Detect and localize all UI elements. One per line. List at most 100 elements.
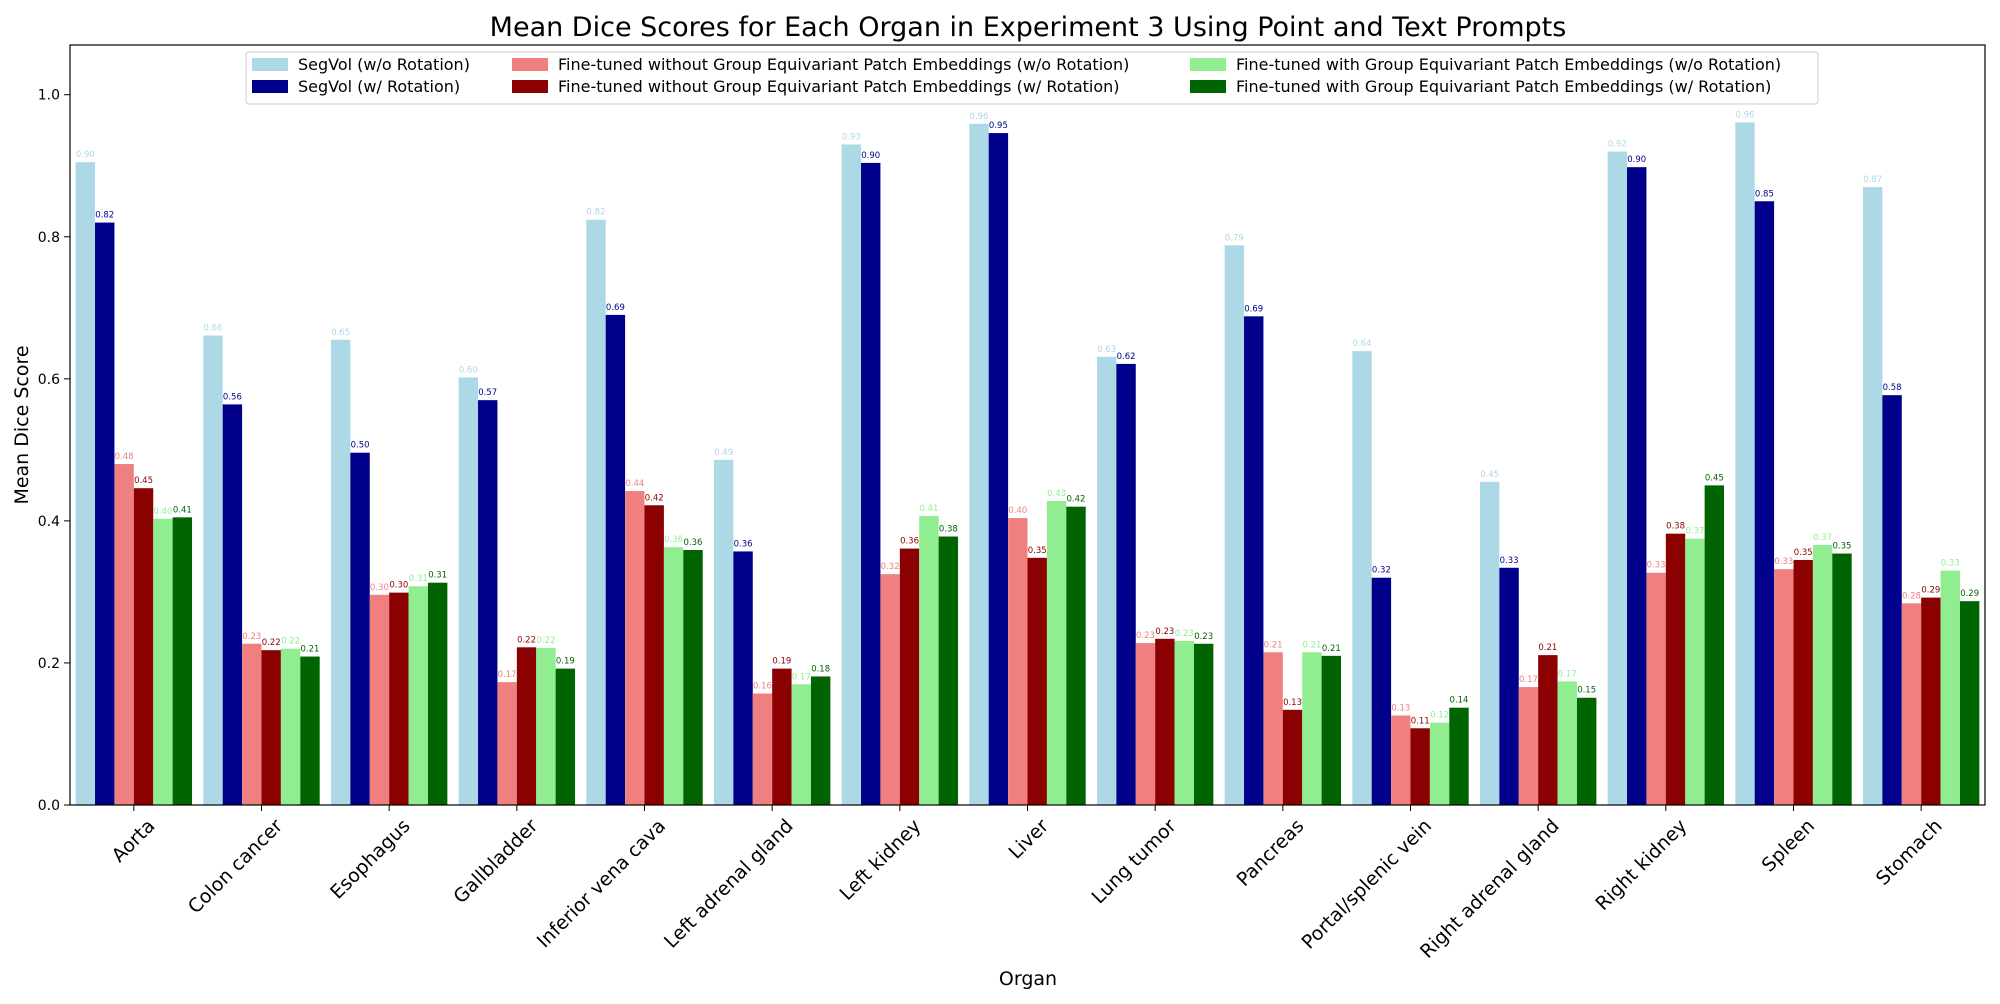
bar: [516, 647, 537, 805]
y-axis: 0.0 0.2 0.4 0.6 0.8 1.0: [38, 88, 70, 814]
bar-value-label: 0.96: [970, 112, 989, 122]
bar-value-label: 0.33: [1500, 556, 1519, 566]
bar: [1735, 122, 1755, 806]
bar-value-label: 0.36: [900, 537, 919, 547]
bar: [1391, 715, 1411, 805]
legend-label: Fine-tuned without Group Equivariant Pat…: [558, 55, 1129, 74]
bar-value-label: 0.21: [301, 645, 320, 655]
bar: [1538, 655, 1558, 805]
bar-value-label: 0.92: [1608, 140, 1627, 150]
legend-swatch: [1190, 58, 1226, 71]
bar: [1685, 538, 1705, 805]
bar-value-label: 0.23: [1155, 627, 1174, 637]
bar: [242, 643, 262, 805]
bar-value-label: 0.21: [1302, 640, 1321, 650]
bar: [133, 488, 154, 805]
bar-value-label: 0.36: [734, 539, 753, 549]
bar-value-label: 0.37: [1813, 533, 1832, 543]
bar: [427, 582, 448, 805]
legend-swatch: [252, 58, 288, 71]
bar: [899, 548, 920, 805]
legend-label: Fine-tuned with Group Equivariant Patch …: [1236, 77, 1771, 96]
bar-value-label: 0.29: [1921, 586, 1940, 596]
bar-value-label: 0.37: [1685, 527, 1704, 537]
bar: [586, 219, 606, 805]
bar-value-label: 0.15: [1577, 686, 1596, 696]
bar: [1193, 643, 1214, 805]
bar: [713, 459, 734, 805]
bar-value-label: 0.90: [76, 150, 95, 160]
bar: [1793, 559, 1813, 805]
bar-value-label: 0.64: [1353, 339, 1372, 349]
y-tick-label: 0.0: [38, 798, 60, 814]
y-tick-label: 0.4: [38, 514, 60, 530]
bar: [1410, 728, 1430, 805]
bar-value-label: 0.23: [1175, 629, 1194, 639]
bar: [1921, 597, 1941, 805]
bar-value-label: 0.90: [1627, 155, 1646, 165]
bar-value-label: 0.22: [536, 636, 555, 646]
plot-frame: [69, 44, 1986, 806]
bar: [1774, 569, 1794, 805]
bar: [1135, 643, 1156, 805]
bar: [1557, 681, 1577, 805]
bar: [791, 684, 811, 805]
bar: [203, 335, 223, 805]
bar: [938, 536, 959, 805]
bar: [1499, 567, 1519, 805]
bar-value-label: 0.85: [1755, 189, 1774, 199]
bar: [389, 592, 409, 805]
bar-value-label: 0.49: [714, 448, 733, 458]
bar-value-label: 0.45: [1480, 470, 1499, 480]
bar-value-label: 0.31: [409, 574, 428, 584]
bar: [75, 162, 96, 805]
bar: [153, 518, 173, 805]
bar-value-label: 0.63: [1097, 345, 1116, 355]
bar-value-label: 0.82: [95, 211, 114, 221]
bar: [1321, 655, 1342, 805]
bar-value-label: 0.18: [811, 664, 830, 674]
bar: [1882, 395, 1902, 805]
bar-value-label: 0.35: [1794, 548, 1813, 558]
bar-value-label: 0.41: [919, 504, 938, 514]
bar: [114, 464, 134, 805]
bar-value-label: 0.38: [1666, 522, 1685, 532]
bar-value-label: 0.87: [1863, 175, 1882, 185]
bar-value-label: 0.40: [1008, 506, 1027, 516]
bar-value-label: 0.28: [1902, 591, 1921, 601]
bar: [261, 650, 281, 805]
bar-value-label: 0.33: [1774, 557, 1793, 567]
bar-value-label: 0.29: [1960, 589, 1979, 599]
bar-value-label: 0.32: [881, 562, 900, 572]
bar-value-label: 0.93: [842, 132, 861, 142]
bar: [1607, 151, 1628, 805]
bar-value-label: 0.62: [1117, 352, 1136, 362]
bar: [1959, 601, 1980, 805]
bar: [1518, 687, 1539, 805]
bar: [880, 574, 900, 805]
y-tick-label: 0.6: [38, 372, 60, 388]
bar: [1646, 572, 1666, 805]
bar-value-label: 0.31: [428, 571, 447, 581]
bar: [1008, 518, 1028, 805]
bar-value-label: 0.13: [1391, 704, 1410, 714]
bar-value-label: 0.48: [115, 452, 134, 462]
bar-value-label: 0.95: [989, 121, 1008, 131]
bar: [752, 693, 773, 805]
legend-label: SegVol (w/o Rotation): [298, 55, 470, 74]
bar-value-label: 0.16: [753, 681, 772, 691]
legend-label: SegVol (w/ Rotation): [298, 77, 460, 96]
bar-value-label: 0.42: [645, 493, 664, 503]
y-axis-label: Mean Dice Score: [11, 345, 33, 504]
bar-value-label: 0.21: [1322, 644, 1341, 654]
bar-value-label: 0.32: [1372, 566, 1391, 576]
bar-value-label: 0.90: [861, 151, 880, 161]
bar: [1174, 640, 1194, 805]
bar-value-label: 0.23: [1194, 632, 1213, 642]
value-labels: 0.900.820.480.450.40 0.410.660.560.230.22…: [76, 110, 1979, 726]
bar: [478, 400, 498, 805]
bar: [1302, 652, 1322, 805]
bar-value-label: 0.36: [664, 535, 683, 545]
bar-value-label: 0.36: [684, 538, 703, 548]
